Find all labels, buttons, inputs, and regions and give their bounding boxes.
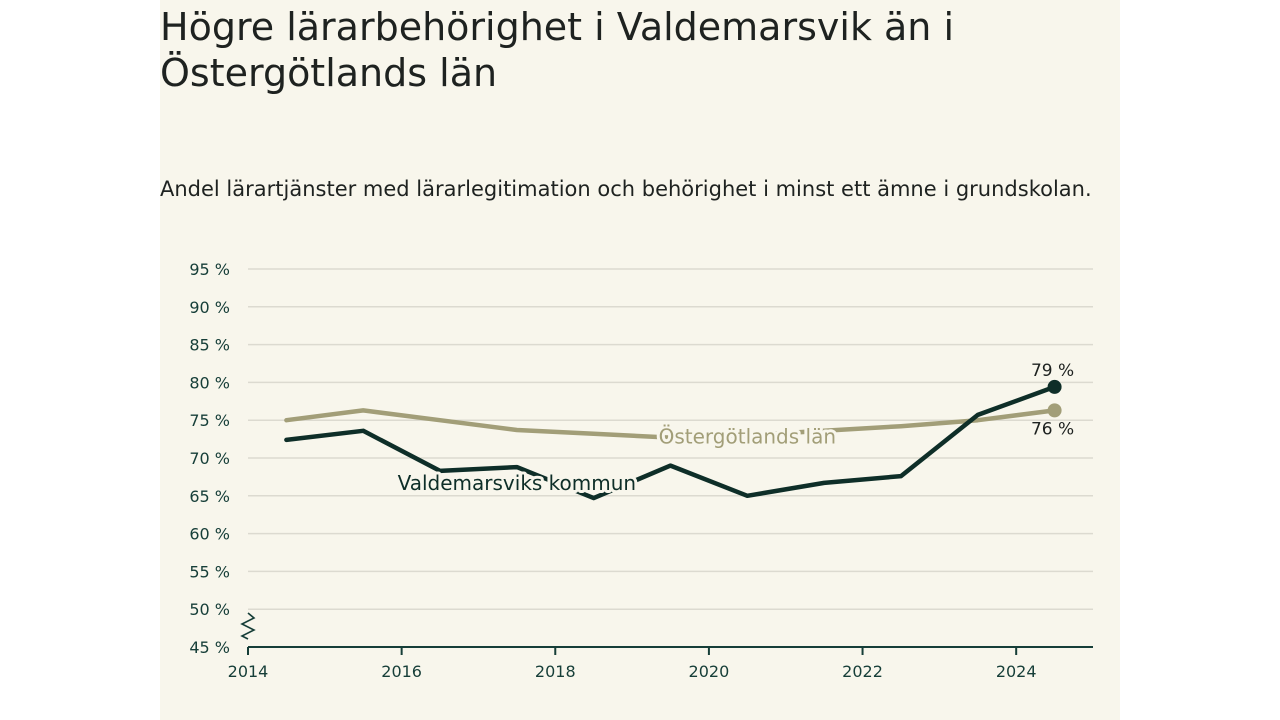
axis-break-icon <box>240 612 256 640</box>
end-value-label-kommun: 79 % <box>1031 361 1074 381</box>
series-lines <box>284 379 1062 501</box>
y-tick-label: 60 % <box>189 525 230 544</box>
y-tick-label: 45 % <box>189 638 230 657</box>
page-title: Högre lärarbehörighet i Valdemarsvik än … <box>160 5 955 95</box>
y-tick-label: 65 % <box>189 487 230 506</box>
y-tick-label: 55 % <box>189 562 230 581</box>
x-tick-label: 2024 <box>996 662 1037 681</box>
x-tick-label: 2022 <box>842 662 883 681</box>
y-tick-label: 80 % <box>189 373 230 392</box>
chart-panel <box>160 0 1120 720</box>
gridlines <box>248 268 1093 610</box>
series-labels: 79 % 76 % Östergötlands län Valdemarsviks k… <box>395 361 1075 498</box>
x-axis: 2014 2016 2018 2020 2022 2024 <box>228 646 1093 681</box>
x-tick-label: 2020 <box>689 662 730 681</box>
series-label-kommun: Valdemarsviks kommun <box>398 471 637 495</box>
x-tick-label: 2014 <box>228 662 269 681</box>
y-tick-label: 75 % <box>189 411 230 430</box>
y-axis-ticks: 45 % 50 % 55 % 60 % 65 % 70 % 75 % 80 % 85 % 90 %… <box>189 260 256 657</box>
end-marker-kommun <box>1047 379 1062 394</box>
series-label-lan: Östergötlands län <box>659 424 836 448</box>
y-tick-label: 85 % <box>189 336 230 355</box>
x-tick-label: 2016 <box>381 662 422 681</box>
line-chart: 45 % 50 % 55 % 60 % 65 % 70 % 75 % 80 % 85 % 90 %… <box>189 260 1093 681</box>
y-tick-label: 95 % <box>189 260 230 279</box>
series-line-lan <box>284 408 1057 440</box>
y-tick-label: 90 % <box>189 298 230 317</box>
end-value-label-lan: 76 % <box>1031 419 1074 439</box>
end-marker-lan <box>1047 403 1062 418</box>
x-tick-label: 2018 <box>535 662 576 681</box>
series-line-kommun <box>284 384 1057 501</box>
y-tick-label: 50 % <box>189 600 230 619</box>
chart-subtitle: Andel lärartjänster med lärarlegitimatio… <box>160 177 1092 201</box>
y-tick-label: 70 % <box>189 449 230 468</box>
